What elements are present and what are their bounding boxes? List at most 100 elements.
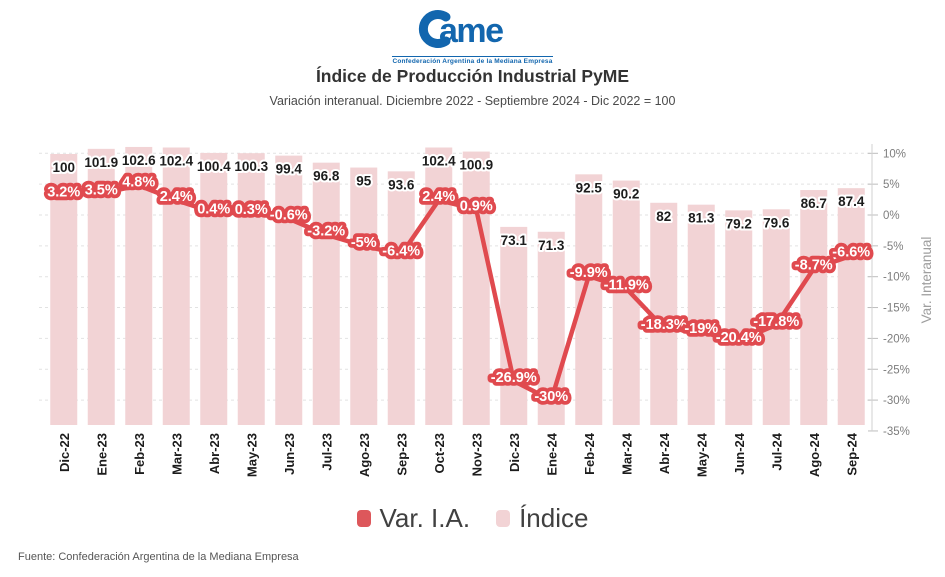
right-axis-tick-label: -30% bbox=[883, 395, 910, 407]
bar-Sep-23 bbox=[387, 171, 415, 425]
line-value-label: -9.9% bbox=[570, 265, 608, 281]
x-axis-label-Jul-23: Jul-23 bbox=[319, 433, 334, 471]
legend-item-indice: Índice bbox=[496, 503, 588, 534]
x-axis-label-Ago-24: Ago-24 bbox=[807, 432, 822, 477]
line-value-label: 3.2% bbox=[47, 184, 80, 200]
bar-value-label: 87.4 bbox=[838, 194, 865, 209]
bar-value-label: 82 bbox=[656, 209, 671, 224]
line-value-label: -17.8% bbox=[753, 314, 799, 330]
bar-value-label: 95 bbox=[356, 174, 372, 189]
line-value-label: -6.4% bbox=[382, 243, 420, 259]
bar-value-label: 101.9 bbox=[84, 155, 118, 170]
line-value-label: -30% bbox=[534, 389, 568, 405]
x-axis-label-Ago-23: Ago-23 bbox=[357, 433, 372, 477]
x-axis-label-Nov-23: Nov-23 bbox=[469, 433, 484, 476]
line-value-label: -5% bbox=[351, 235, 377, 251]
x-axis-label-Dic-22: Dic-22 bbox=[57, 433, 72, 472]
bar-value-label: 99.4 bbox=[276, 162, 303, 177]
line-value-label: -3.2% bbox=[307, 224, 345, 240]
logo-c-ring bbox=[419, 10, 451, 48]
bar-value-label: 90.2 bbox=[613, 187, 639, 202]
x-axis-label-Feb-24: Feb-24 bbox=[582, 432, 597, 475]
legend-swatch-var-ia bbox=[356, 510, 371, 527]
legend-label-var-ia: Var. I.A. bbox=[379, 503, 471, 533]
bar-Jun-23 bbox=[275, 155, 303, 425]
bar-May-24 bbox=[687, 204, 715, 425]
right-axis-tick-label: -10% bbox=[883, 272, 910, 284]
right-axis-tick-label: -20% bbox=[883, 333, 910, 345]
line-value-label: 0.4% bbox=[197, 202, 230, 218]
bar-Jun-24 bbox=[725, 210, 753, 425]
logo-caption: Confederación Argentina de la Mediana Em… bbox=[392, 56, 553, 65]
right-axis-tick-label: 0% bbox=[883, 210, 900, 222]
chart-legend: Var. I.A. Índice bbox=[0, 503, 945, 534]
bar-Ago-23 bbox=[350, 167, 378, 426]
bar-Dic-22 bbox=[50, 154, 78, 425]
x-axis-label-Oct-23: Oct-23 bbox=[432, 433, 447, 473]
bar-Abr-23 bbox=[200, 152, 228, 425]
legend-item-var-ia: Var. I.A. bbox=[356, 503, 471, 534]
line-value-label: -18.3% bbox=[641, 317, 687, 333]
x-axis-label-Jun-23: Jun-23 bbox=[282, 433, 297, 475]
bar-May-23 bbox=[237, 153, 265, 425]
legend-label-indice: Índice bbox=[519, 503, 589, 533]
bar-value-label: 100 bbox=[52, 160, 75, 175]
bar-value-label: 73.1 bbox=[501, 233, 528, 248]
source-note: Fuente: Confederación Argentina de la Me… bbox=[18, 551, 299, 563]
x-axis-label-May-23: May-23 bbox=[244, 433, 259, 477]
x-axis-label-May-24: May-24 bbox=[694, 432, 709, 477]
right-axis-tick-label: 5% bbox=[883, 179, 900, 191]
page-subtitle: Variación interanual. Diciembre 2022 - S… bbox=[269, 94, 676, 108]
line-value-label: 0.3% bbox=[235, 202, 268, 218]
line-value-label: 2.4% bbox=[422, 189, 455, 205]
x-axis-label-Feb-23: Feb-23 bbox=[132, 433, 147, 475]
x-axis-label-Sep-23: Sep-23 bbox=[394, 433, 409, 476]
bar-Nov-23 bbox=[462, 151, 490, 425]
bar-Jul-23 bbox=[312, 162, 340, 425]
bar-value-label: 79.2 bbox=[726, 216, 752, 231]
line-value-label: -26.9% bbox=[491, 370, 537, 386]
line-value-label: -0.6% bbox=[270, 208, 308, 224]
bar-value-label: 100.9 bbox=[459, 158, 493, 173]
line-value-label: 2.4% bbox=[160, 189, 193, 205]
bar-value-label: 102.6 bbox=[122, 153, 156, 168]
line-value-label: 3.5% bbox=[85, 182, 118, 198]
bar-value-label: 71.3 bbox=[538, 238, 565, 253]
x-axis-label-Mar-23: Mar-23 bbox=[169, 433, 184, 475]
bar-Sep-24 bbox=[837, 188, 865, 425]
bar-Dic-23 bbox=[500, 226, 528, 425]
bar-value-label: 100.3 bbox=[234, 159, 268, 174]
bar-value-label: 79.6 bbox=[763, 215, 790, 230]
var-ia-line bbox=[61, 183, 854, 403]
line-value-label: 0.9% bbox=[460, 198, 493, 214]
bar-Abr-24 bbox=[650, 202, 678, 425]
page-title: Índice de Producción Industrial PyME bbox=[315, 66, 630, 86]
x-axis-label-Dic-23: Dic-23 bbox=[507, 433, 522, 472]
logo-word-rest: ame bbox=[439, 12, 503, 50]
x-axis-label-Ene-24: Ene-24 bbox=[544, 432, 559, 475]
right-axis-tick-label: -15% bbox=[883, 303, 910, 315]
bar-value-label: 93.6 bbox=[388, 177, 415, 192]
right-axis-title: Var. Interanual bbox=[919, 237, 934, 324]
line-value-label: -20.4% bbox=[716, 330, 762, 346]
bar-Feb-23 bbox=[125, 146, 153, 426]
bar-Ago-24 bbox=[800, 190, 828, 425]
bar-value-label: 81.3 bbox=[688, 211, 715, 226]
combo-chart: 10% 5% 0% -5% -10% -15% -20% -25% -30% -35% Var. I… bbox=[39, 144, 934, 477]
bar-value-label: 86.7 bbox=[801, 196, 827, 211]
bar-value-label: 92.5 bbox=[576, 180, 603, 195]
bar-value-label: 100.4 bbox=[197, 159, 231, 174]
logo: ame Confederación Argentina de la Median… bbox=[0, 8, 945, 68]
x-axis-label-Jul-24: Jul-24 bbox=[769, 432, 784, 470]
x-axis-label-Abr-24: Abr-24 bbox=[657, 432, 672, 474]
right-axis-tick-label: -5% bbox=[883, 241, 903, 253]
line-value-label: -8.7% bbox=[795, 258, 833, 274]
bar-Jul-24 bbox=[762, 209, 790, 425]
line-value-label: 4.8% bbox=[122, 174, 155, 190]
bar-value-label: 102.4 bbox=[422, 153, 456, 168]
bar-value-label: 102.4 bbox=[159, 153, 193, 168]
bar-Mar-24 bbox=[612, 180, 640, 425]
came-logo-icon: ame bbox=[419, 10, 505, 50]
x-axis-label-Ene-23: Ene-23 bbox=[94, 433, 109, 476]
